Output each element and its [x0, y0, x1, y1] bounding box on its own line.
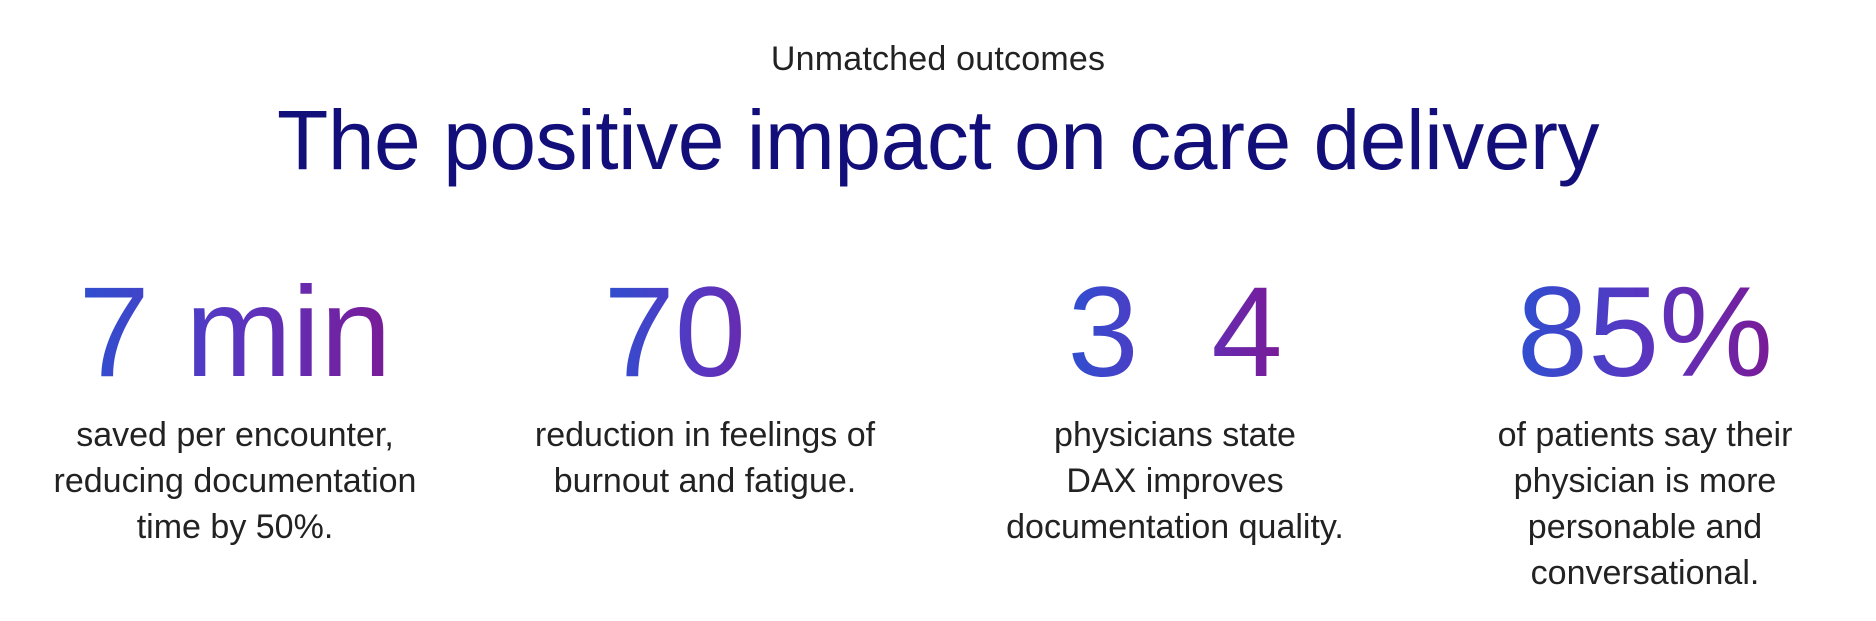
- stat-description-line: physicians state: [1054, 416, 1296, 454]
- stat-value: 85%: [1516, 261, 1774, 404]
- stat-description: physicians state DAX improves documentat…: [960, 412, 1390, 550]
- stat-connector: of: [1146, 283, 1204, 359]
- stat-value-right: 4: [1211, 261, 1283, 404]
- stat-value: 7 min: [78, 261, 392, 404]
- stat-description: saved per encounter, reducing documentat…: [20, 412, 450, 550]
- stat-description: reduction in feelings of burnout and fat…: [490, 412, 920, 504]
- stat-card-patient-experience: 85% of patients say their physician is m…: [1430, 268, 1860, 596]
- stat-figure: 85%: [1517, 268, 1773, 398]
- page-title: The positive impact on care delivery: [277, 93, 1599, 187]
- stat-description-line: reduction in feelings of: [534, 416, 876, 454]
- stat-description-line: time by 50%.: [136, 508, 334, 546]
- stat-description: of patients say their physician is more …: [1430, 412, 1860, 596]
- stat-figure: 7 min: [79, 268, 392, 398]
- stat-description-line: reducing documentation: [53, 462, 417, 500]
- stat-suffix: %: [745, 277, 807, 353]
- stat-description-line: physician is more: [1513, 462, 1777, 500]
- stat-description-line: saved per encounter,: [76, 416, 394, 454]
- stat-description-line: conversational.: [1530, 554, 1760, 592]
- stat-card-time-saved: 7 min saved per encounter, reducing docu…: [20, 268, 450, 550]
- section-eyebrow: Unmatched outcomes: [770, 40, 1106, 78]
- stat-value: 70: [603, 261, 746, 404]
- stat-description-line: personable and: [1527, 508, 1763, 546]
- stat-value-left: 3: [1067, 261, 1139, 404]
- stat-description-line: DAX improves: [1066, 462, 1284, 500]
- stat-description-line: burnout and fatigue.: [553, 462, 857, 500]
- stat-description-line: of patients say their: [1497, 416, 1793, 454]
- stat-card-documentation-quality: 3 of4 physicians state DAX improves docum…: [960, 268, 1390, 550]
- stat-figure: 3 of4: [1067, 268, 1282, 398]
- stat-card-burnout: 70% reduction in feelings of burnout and…: [490, 268, 920, 504]
- stat-figure: 70%: [604, 268, 807, 398]
- stat-description-line: documentation quality.: [1006, 508, 1344, 546]
